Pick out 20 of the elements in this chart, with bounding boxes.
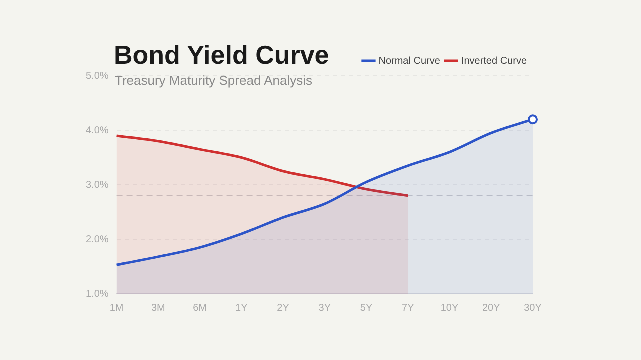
x-tick-label: 2Y: [277, 302, 290, 314]
legend-label: Inverted Curve: [461, 56, 528, 67]
x-tick-label: 6M: [193, 302, 207, 314]
chart-title: Bond Yield Curve: [114, 40, 330, 71]
x-tick-label: 7Y: [402, 302, 415, 314]
x-tick-label: 3Y: [318, 302, 332, 314]
y-tick-label: 1.0%: [86, 288, 109, 300]
y-tick-label: 2.0%: [86, 234, 109, 246]
x-tick-label: 1Y: [236, 302, 248, 314]
legend-label: Normal Curve: [378, 56, 441, 67]
x-tick-label: 20Y: [482, 302, 501, 314]
chart-subtitle: Treasury Maturity Spread Analysis: [115, 73, 312, 88]
y-tick-label: 3.0%: [86, 180, 109, 191]
x-tick-label: 1M: [110, 302, 124, 314]
x-tick-label: 10Y: [440, 302, 459, 314]
x-tick-label: 5Y: [360, 302, 373, 314]
y-tick-label: 5.0%: [86, 70, 109, 82]
y-tick-label: 4.0%: [86, 125, 109, 136]
x-tick-label: 30Y: [524, 302, 542, 314]
x-tick-label: 3M: [151, 302, 166, 314]
